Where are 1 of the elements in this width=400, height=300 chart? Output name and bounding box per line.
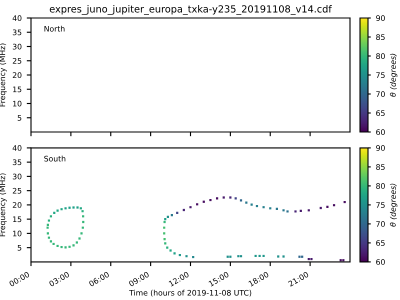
chart-title: expres_juno_jupiter_europa_txka-y235_20191108_v14.cdf	[50, 5, 332, 15]
